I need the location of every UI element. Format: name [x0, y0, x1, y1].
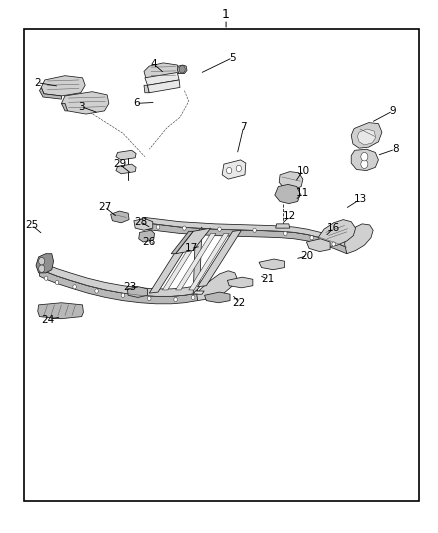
Polygon shape	[193, 227, 201, 294]
Polygon shape	[39, 87, 61, 99]
Text: 24: 24	[42, 315, 55, 325]
Polygon shape	[162, 233, 202, 290]
Text: 1: 1	[222, 9, 230, 21]
Polygon shape	[61, 103, 67, 111]
Text: 27: 27	[98, 202, 111, 212]
Circle shape	[73, 285, 76, 289]
Polygon shape	[147, 80, 180, 93]
Polygon shape	[144, 63, 179, 81]
Polygon shape	[318, 220, 355, 247]
Polygon shape	[116, 164, 136, 174]
Circle shape	[156, 225, 159, 229]
Text: 20: 20	[300, 251, 313, 261]
Text: 4: 4	[150, 59, 157, 69]
Polygon shape	[175, 233, 215, 290]
Polygon shape	[357, 129, 375, 145]
Polygon shape	[39, 269, 197, 304]
Polygon shape	[204, 292, 230, 303]
Text: 5: 5	[229, 53, 236, 62]
Circle shape	[39, 265, 45, 272]
Text: 23: 23	[123, 282, 136, 292]
Circle shape	[360, 160, 367, 168]
Circle shape	[360, 152, 367, 161]
Circle shape	[44, 276, 48, 280]
Polygon shape	[275, 224, 289, 228]
Circle shape	[226, 167, 231, 174]
Polygon shape	[110, 211, 129, 223]
Circle shape	[283, 231, 286, 236]
Polygon shape	[350, 123, 381, 148]
Text: 6: 6	[132, 99, 139, 108]
Polygon shape	[222, 160, 245, 179]
Polygon shape	[145, 72, 179, 85]
Polygon shape	[61, 92, 109, 114]
Polygon shape	[36, 254, 53, 273]
Circle shape	[236, 165, 241, 172]
Text: 25: 25	[25, 220, 38, 230]
Polygon shape	[193, 291, 204, 294]
Polygon shape	[171, 231, 193, 254]
Polygon shape	[350, 149, 378, 171]
Circle shape	[191, 295, 194, 300]
Circle shape	[121, 293, 124, 297]
Polygon shape	[227, 277, 252, 288]
Text: 21: 21	[261, 274, 274, 284]
Text: 13: 13	[353, 195, 366, 204]
Circle shape	[309, 236, 313, 240]
Text: 28: 28	[134, 217, 147, 227]
Polygon shape	[134, 219, 152, 230]
Bar	[24, 29, 418, 501]
Polygon shape	[274, 184, 300, 204]
Polygon shape	[258, 259, 284, 270]
Polygon shape	[145, 223, 346, 254]
Text: 2: 2	[34, 78, 41, 87]
Text: 11: 11	[296, 188, 309, 198]
Text: 8: 8	[391, 144, 398, 154]
Text: 26: 26	[142, 237, 155, 247]
Polygon shape	[149, 237, 193, 293]
Circle shape	[252, 228, 256, 232]
Polygon shape	[144, 85, 149, 93]
Polygon shape	[279, 172, 302, 190]
Polygon shape	[344, 224, 372, 254]
Circle shape	[39, 257, 45, 265]
Polygon shape	[188, 233, 229, 290]
Polygon shape	[306, 239, 329, 252]
Text: 10: 10	[296, 166, 309, 175]
Text: 9: 9	[389, 106, 396, 116]
Text: 7: 7	[240, 122, 247, 132]
Polygon shape	[196, 271, 237, 301]
Polygon shape	[177, 65, 187, 74]
Text: 12: 12	[283, 212, 296, 221]
Polygon shape	[145, 217, 346, 247]
Text: 16: 16	[326, 223, 339, 233]
Polygon shape	[38, 303, 83, 319]
Circle shape	[55, 280, 59, 285]
Circle shape	[173, 297, 177, 302]
Text: 3: 3	[78, 102, 85, 111]
Text: 17: 17	[184, 244, 197, 253]
Circle shape	[95, 289, 98, 293]
Polygon shape	[197, 230, 241, 287]
Circle shape	[147, 296, 151, 301]
Polygon shape	[138, 230, 154, 242]
Polygon shape	[127, 287, 147, 297]
Text: 29: 29	[113, 159, 126, 169]
Circle shape	[182, 226, 186, 230]
Circle shape	[331, 242, 335, 246]
Polygon shape	[39, 261, 197, 296]
Polygon shape	[175, 228, 210, 254]
Circle shape	[217, 227, 221, 231]
Text: 22: 22	[232, 298, 245, 308]
Circle shape	[179, 66, 185, 73]
Polygon shape	[116, 150, 136, 160]
Polygon shape	[41, 76, 85, 96]
